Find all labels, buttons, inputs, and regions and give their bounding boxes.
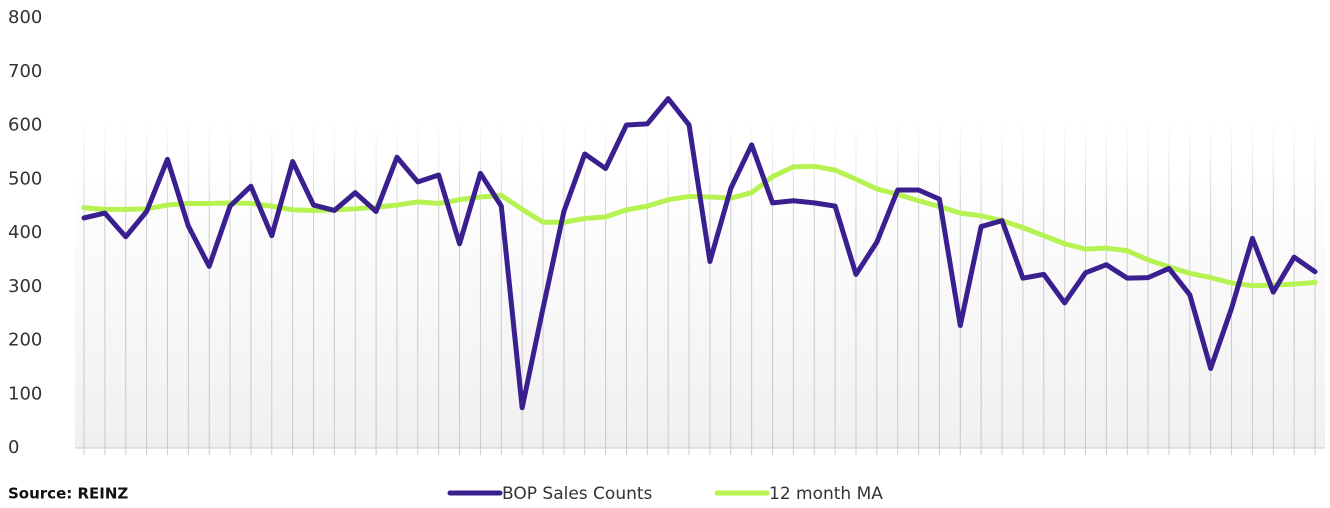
source: Source: REINZ xyxy=(8,485,128,503)
y-tick-label: 0 xyxy=(8,437,19,458)
series-line xyxy=(81,96,1318,411)
legend-label: BOP Sales Counts xyxy=(502,484,653,504)
y-tick-label: 600 xyxy=(8,115,42,136)
y-tick-label: 500 xyxy=(8,168,42,189)
plot-background xyxy=(75,18,1325,448)
y-tick-label: 400 xyxy=(8,222,42,243)
y-tick-label: 700 xyxy=(8,61,42,82)
y-tick-label: 200 xyxy=(8,330,42,351)
legend-label: 12 month MA xyxy=(769,484,883,504)
y-tick-label: 800 xyxy=(8,7,42,28)
y-tick-label: 300 xyxy=(8,276,42,297)
y-tick-label: 100 xyxy=(8,383,42,404)
